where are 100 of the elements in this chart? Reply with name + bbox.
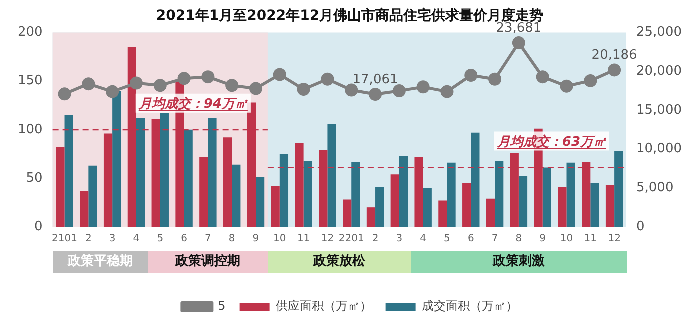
x-tick-label: 3 [109, 234, 116, 245]
y2-tick-label: 20,000 [636, 64, 682, 80]
bar [486, 198, 496, 227]
x-tick-label: 2 [85, 234, 92, 245]
x-tick-label: 2201 [338, 234, 364, 245]
point [178, 72, 191, 86]
y-tick-label: 100 [18, 122, 43, 138]
bar [136, 118, 146, 227]
bar [542, 168, 552, 227]
point [488, 72, 502, 86]
y-tick-label: 0 [34, 219, 43, 234]
bar [343, 200, 352, 227]
text: 政策放松 [268, 251, 412, 273]
bar [88, 166, 98, 227]
text: 政策平稳期 [52, 251, 148, 273]
legend-label: 5 [218, 299, 226, 314]
x-tick-label: 11 [584, 234, 598, 245]
bar [112, 91, 122, 227]
legend-label: 供应面积（万㎡） [276, 299, 372, 314]
x-tick-label: 2101 [52, 234, 78, 245]
x-tick-label: 8 [228, 234, 236, 245]
x-tick-label: 2 [372, 234, 379, 245]
bar [558, 187, 567, 227]
point [512, 36, 526, 50]
bar [390, 174, 400, 227]
point [273, 68, 286, 82]
bar [590, 183, 600, 227]
point [608, 64, 622, 77]
y2-tick-label: 5,000 [636, 180, 674, 196]
bar [447, 162, 456, 227]
x-tick-label: 3 [396, 234, 403, 245]
point [250, 82, 262, 96]
point [202, 70, 215, 84]
x-tick-label: 5 [157, 234, 164, 245]
bar [232, 164, 241, 227]
x-tick-label: 10 [274, 234, 286, 245]
x-tick-label: 9 [252, 234, 260, 245]
bar [160, 113, 169, 227]
x-tick-label: 8 [516, 234, 522, 245]
data-label: 23,681 [496, 20, 542, 36]
point [321, 72, 334, 86]
point [584, 74, 598, 88]
bar [104, 134, 113, 227]
point [58, 88, 72, 101]
legend-label: 成交面积（万㎡） [422, 299, 518, 314]
bar [614, 151, 624, 227]
text: 政策调控期 [148, 251, 268, 273]
y2-tick-label: 10,000 [636, 142, 682, 157]
x-tick-label: 7 [205, 234, 212, 245]
data-label: 17,061 [352, 72, 398, 88]
bar [423, 188, 432, 227]
point [345, 84, 358, 97]
bar [352, 162, 360, 227]
point [106, 85, 120, 98]
point [226, 79, 239, 92]
y2-tick-label: 25,000 [636, 25, 682, 40]
bar [376, 187, 384, 227]
bar [184, 130, 193, 227]
ref-line-label: 月均成交：94万㎡ [138, 96, 248, 112]
point [392, 84, 406, 98]
bar [438, 200, 448, 227]
bar [56, 147, 65, 227]
ref-line-label: 月均成交：63万㎡ [496, 134, 607, 150]
data-label: 20,186 [592, 48, 638, 64]
y-tick-label: 50 [26, 170, 43, 186]
point [440, 85, 454, 98]
bar [280, 154, 289, 227]
y2-tick-label: 15,000 [636, 102, 682, 118]
y-tick-label: 150 [18, 74, 43, 89]
point [536, 70, 550, 84]
point [416, 80, 430, 94]
bar [606, 185, 615, 227]
bar [200, 157, 208, 227]
point [560, 80, 574, 93]
point [464, 69, 478, 82]
point [369, 88, 382, 101]
x-tick-label: 4 [420, 234, 427, 245]
x-tick-label: 10 [560, 234, 574, 245]
text: 政策刺激 [411, 251, 626, 273]
x-tick-label: 11 [297, 234, 310, 245]
y-tick-label: 200 [18, 25, 43, 40]
x-tick-label: 4 [133, 234, 140, 245]
point [130, 76, 143, 90]
bar [399, 156, 408, 227]
point [154, 79, 167, 92]
x-tick-label: 12 [321, 234, 334, 245]
y2-tick-label: 0 [636, 219, 645, 234]
point [297, 83, 310, 96]
x-tick-label: 6 [468, 234, 474, 245]
bar [223, 138, 232, 227]
x-tick-label: 5 [444, 234, 450, 245]
bar [462, 183, 472, 227]
bar [328, 124, 336, 227]
bar [208, 118, 217, 227]
bar [304, 160, 312, 227]
bar [271, 186, 280, 227]
x-tick-label: 9 [540, 234, 546, 245]
bar [518, 176, 528, 227]
point [82, 78, 96, 91]
x-tick-label: 12 [608, 234, 621, 245]
